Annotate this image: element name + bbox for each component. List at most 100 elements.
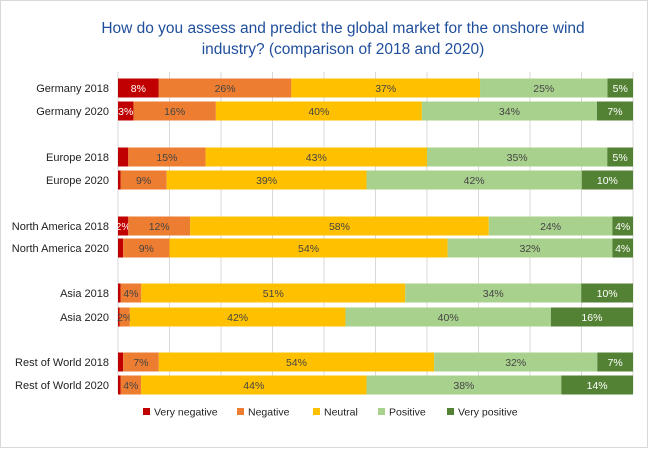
bar-segment bbox=[120, 375, 142, 395]
bar-segment bbox=[133, 101, 216, 121]
bar-row: 15% 43% 35% 5% bbox=[118, 147, 633, 167]
data-label: 38% bbox=[453, 380, 474, 392]
category-label: Rest of World 2018 bbox=[15, 357, 109, 369]
bar-segment bbox=[119, 307, 130, 327]
bar-segment bbox=[118, 375, 121, 395]
category-label: Asia 2018 bbox=[60, 288, 109, 300]
bar-row: 8% 26% 37% 25% 5% bbox=[118, 78, 633, 98]
data-label: 10% bbox=[597, 288, 618, 300]
chart-title: How do you assess and predict the global… bbox=[101, 20, 584, 58]
category-label: Europe 2020 bbox=[46, 175, 109, 187]
bar-segment bbox=[581, 170, 633, 190]
legend-item: Very negative bbox=[143, 407, 218, 419]
data-label: 2% bbox=[116, 221, 131, 233]
bar-segment bbox=[597, 352, 633, 372]
bar-row: 4% 44% 38% 14% bbox=[118, 375, 633, 395]
data-label: 24% bbox=[540, 221, 561, 233]
category-label: Asia 2020 bbox=[60, 312, 109, 324]
bar-segment bbox=[123, 238, 170, 258]
data-label: 7% bbox=[133, 357, 148, 369]
data-label: 16% bbox=[581, 312, 602, 324]
bar-segment bbox=[158, 78, 292, 98]
bar-row: 9% 39% 42% 10% bbox=[118, 170, 633, 190]
data-label: 40% bbox=[438, 312, 459, 324]
legend-item: Positive bbox=[378, 407, 426, 419]
data-label: 54% bbox=[286, 357, 307, 369]
data-label: 7% bbox=[608, 357, 623, 369]
bar-segment bbox=[345, 307, 551, 327]
bar-segment bbox=[166, 170, 367, 190]
bar-row: 2% 42% 40% 16% bbox=[117, 307, 633, 327]
legend-label: Very positive bbox=[458, 407, 518, 419]
data-label: 40% bbox=[308, 106, 329, 118]
bar-segment bbox=[607, 78, 633, 98]
data-label: 10% bbox=[597, 175, 618, 187]
bar-row: 9% 54% 32% 4% bbox=[118, 238, 633, 258]
legend-item: Neutral bbox=[313, 407, 358, 419]
bar-segment bbox=[581, 283, 633, 303]
bar-segment bbox=[488, 216, 613, 236]
legend-swatch bbox=[378, 408, 385, 415]
bar-segment bbox=[561, 375, 633, 395]
bar-segment bbox=[128, 147, 206, 167]
bar-row: 2% 12% 58% 24% 4% bbox=[116, 216, 633, 236]
bar-row: 3% 16% 40% 34% 7% bbox=[118, 101, 633, 121]
data-label: 16% bbox=[164, 106, 185, 118]
bar-segment bbox=[480, 78, 608, 98]
legend-label: Negative bbox=[248, 407, 290, 419]
bar-segment bbox=[118, 216, 129, 236]
bar-segment bbox=[118, 352, 124, 372]
legend-swatch bbox=[237, 408, 244, 415]
legend-item: Negative bbox=[237, 407, 290, 419]
data-label: 39% bbox=[256, 175, 277, 187]
bar-segment bbox=[427, 147, 608, 167]
bar-row: 7% 54% 32% 7% bbox=[118, 352, 633, 372]
data-label: 12% bbox=[149, 221, 170, 233]
data-label: 42% bbox=[464, 175, 485, 187]
bar-segment bbox=[215, 101, 422, 121]
chart-title-line-2: industry? (comparison of 2018 and 2020) bbox=[202, 41, 485, 58]
data-label: 9% bbox=[136, 175, 151, 187]
category-label: Rest of World 2020 bbox=[15, 380, 109, 392]
data-label: 43% bbox=[306, 152, 327, 164]
data-label: 54% bbox=[298, 243, 319, 255]
data-label: 42% bbox=[227, 312, 248, 324]
bar-segment bbox=[118, 78, 159, 98]
bar-segment bbox=[129, 307, 346, 327]
bar-segment bbox=[596, 101, 633, 121]
bar-segment bbox=[205, 147, 427, 167]
category-label: Germany 2020 bbox=[36, 106, 109, 118]
bar-segment bbox=[550, 307, 633, 327]
legend-swatch bbox=[143, 408, 150, 415]
bar-segment bbox=[421, 101, 597, 121]
legend-swatch bbox=[313, 408, 320, 415]
category-labels: Germany 2018 Germany 2020 Europe 2018 Europ… bbox=[12, 83, 109, 392]
bar-segment bbox=[141, 283, 406, 303]
data-label: 2% bbox=[117, 312, 132, 324]
data-label: 37% bbox=[375, 83, 396, 95]
bar-segment bbox=[158, 352, 435, 372]
legend-label: Very negative bbox=[154, 407, 218, 419]
legend-label: Neutral bbox=[324, 407, 358, 419]
legend-swatch bbox=[447, 408, 454, 415]
bar-segment bbox=[123, 352, 159, 372]
data-label: 58% bbox=[329, 221, 350, 233]
data-label: 9% bbox=[139, 243, 154, 255]
bar-segment bbox=[447, 238, 613, 258]
data-label: 32% bbox=[519, 243, 540, 255]
bar-segment bbox=[128, 216, 191, 236]
bar-segment bbox=[120, 170, 167, 190]
category-label: North America 2018 bbox=[12, 221, 109, 233]
legend-label: Positive bbox=[389, 407, 426, 419]
bar-segment bbox=[366, 170, 582, 190]
bar-segment bbox=[169, 238, 448, 258]
bars: 8% 26% 37% 25% 5% 3% 16% 40% 34% 7% 15% 43% 35% 5% 9% 3… bbox=[116, 78, 633, 395]
data-label: 35% bbox=[507, 152, 528, 164]
category-label: Europe 2018 bbox=[46, 152, 109, 164]
bar-segment bbox=[434, 352, 598, 372]
data-label: 3% bbox=[118, 106, 133, 118]
data-label: 25% bbox=[533, 83, 554, 95]
data-label: 8% bbox=[131, 83, 146, 95]
data-label: 5% bbox=[613, 152, 628, 164]
